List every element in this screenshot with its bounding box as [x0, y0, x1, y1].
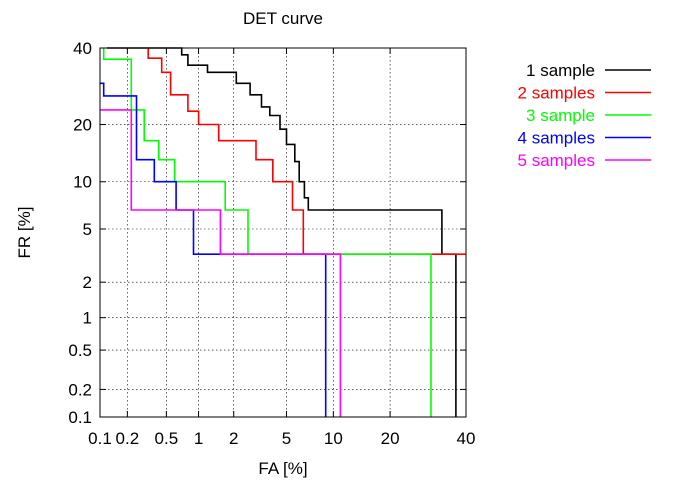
y-tick-label: 5: [83, 220, 92, 239]
y-tick-label: 0.5: [68, 341, 92, 360]
y-tick-label: 1: [83, 309, 92, 328]
x-tick-label: 40: [457, 429, 476, 448]
x-tick-label: 5: [282, 429, 291, 448]
series-line-4: [100, 82, 327, 417]
y-tick-label: 10: [73, 173, 92, 192]
series-line-2: [147, 48, 466, 255]
x-tick-label: 2: [229, 429, 238, 448]
y-tick-label: 2: [83, 273, 92, 292]
legend-label-3: 3 sample: [526, 106, 595, 125]
legend-label-2: 2 samples: [518, 84, 595, 103]
series-line-3: [102, 48, 432, 417]
series-line-5: [100, 109, 342, 417]
x-tick-label: 20: [381, 429, 400, 448]
x-tick-label: 0.1: [88, 429, 112, 448]
grid: [100, 48, 466, 417]
x-tick-label: 0.2: [116, 429, 140, 448]
legend-label-5: 5 samples: [518, 151, 595, 170]
x-tick-label: 0.5: [155, 429, 179, 448]
series-layer: [100, 47, 466, 417]
legend-label-1: 1 sample: [526, 61, 595, 80]
y-axis-label: FR [%]: [15, 207, 34, 259]
plot-frame: [99, 47, 467, 418]
x-tick-label: 1: [194, 429, 203, 448]
x-tick-label: 10: [324, 429, 343, 448]
legend-label-4: 4 samples: [518, 129, 595, 148]
legend: 1 sample 2 samples 3 sample 4 samples 5 samp…: [518, 61, 651, 170]
y-tick-label: 40: [73, 39, 92, 58]
x-axis-label: FA [%]: [258, 459, 307, 478]
chart-title: DET curve: [243, 9, 323, 28]
y-tick-label: 20: [73, 116, 92, 135]
series-line-1: [107, 47, 457, 417]
y-tick-label: 0.1: [68, 408, 92, 427]
y-tick-label: 0.2: [68, 380, 92, 399]
